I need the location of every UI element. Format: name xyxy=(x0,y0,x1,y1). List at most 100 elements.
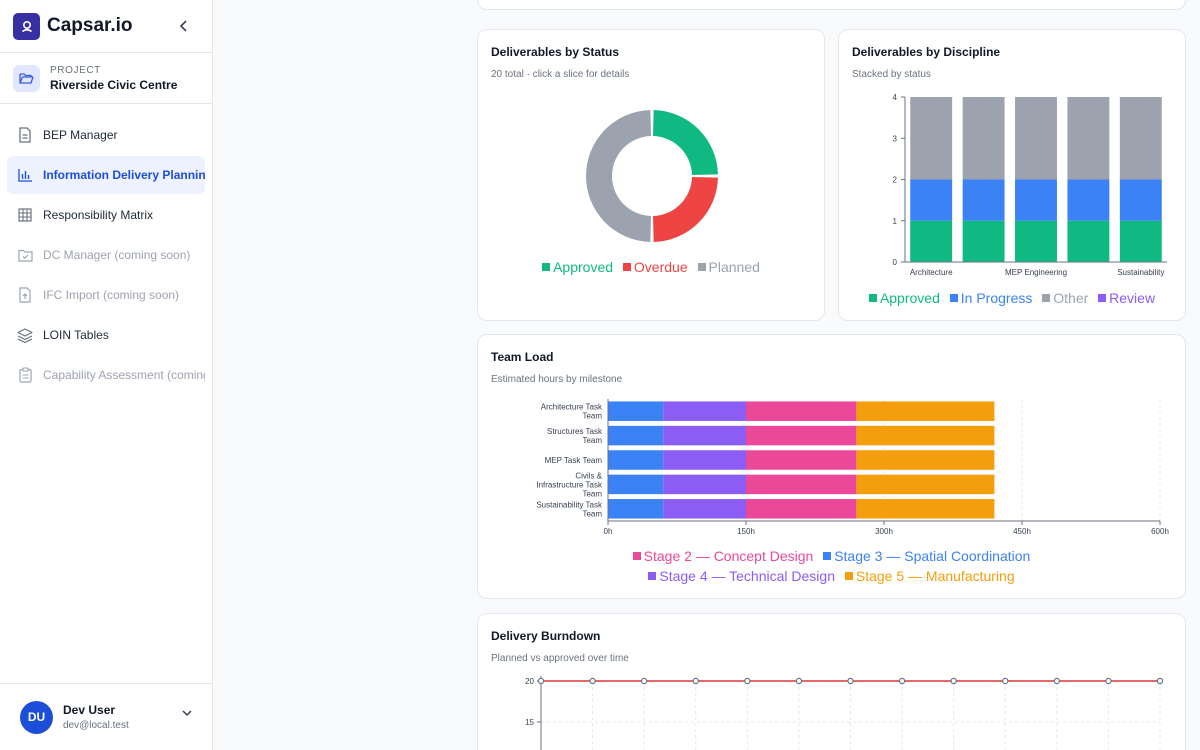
x-tick-label: MEP Engineering xyxy=(1005,268,1067,277)
legend-swatch xyxy=(622,263,631,272)
data-point[interactable] xyxy=(1105,677,1112,685)
bar-segment-other[interactable] xyxy=(1067,97,1110,180)
legend-item-overdue[interactable]: Overdue xyxy=(622,257,688,277)
sidebar-item-label: Capability Assessment (coming soon) xyxy=(43,368,205,382)
donut-slice-overdue[interactable] xyxy=(652,176,718,242)
bar-segment[interactable] xyxy=(746,425,857,446)
bar-segment[interactable] xyxy=(663,450,746,470)
sidebar-item-ifc-import: IFC Import (coming soon) xyxy=(7,276,205,314)
legend-swatch xyxy=(844,572,853,581)
app-name: Capsar.io xyxy=(47,15,133,36)
data-point[interactable] xyxy=(537,677,545,685)
bar-segment[interactable] xyxy=(856,474,995,495)
donut-slice-planned[interactable] xyxy=(586,110,652,242)
team-load-card: Team Load Estimated hours by milestone 0… xyxy=(477,334,1186,599)
bar-segment[interactable] xyxy=(663,425,746,446)
x-tick-label: 450h xyxy=(1013,527,1031,536)
legend-label: Approved xyxy=(553,259,614,275)
legend-label: Stage 3 — Spatial Coordination xyxy=(834,548,1031,564)
data-point[interactable] xyxy=(692,677,699,685)
data-point[interactable] xyxy=(795,677,803,685)
legend-swatch xyxy=(632,552,641,561)
bar-segment[interactable] xyxy=(608,474,664,495)
bar-segment[interactable] xyxy=(608,450,664,470)
chevron-left-icon xyxy=(179,20,187,32)
legend-item-stage-5[interactable]: Stage 5 — Manufacturing xyxy=(844,566,1015,586)
bar-segment[interactable] xyxy=(856,425,995,446)
bar-segment[interactable] xyxy=(608,499,664,519)
bar-segment[interactable] xyxy=(608,425,664,446)
legend-item-review[interactable]: Review xyxy=(1098,288,1155,308)
legend-swatch xyxy=(542,263,551,272)
bar-segment[interactable] xyxy=(608,401,664,421)
bar-segment[interactable] xyxy=(746,499,857,519)
sidebar-item-capability-assessment: Capability Assessment (coming soon) xyxy=(7,356,205,394)
user-menu[interactable]: DU Dev User dev@local.test xyxy=(0,683,212,750)
legend-item-approved[interactable]: Approved xyxy=(868,288,940,308)
sidebar-item-bep-manager[interactable]: BEP Manager xyxy=(7,116,205,154)
sidebar-item-information-delivery-planning[interactable]: Information Delivery Planning xyxy=(7,156,205,194)
bar-segment-in-progress[interactable] xyxy=(1067,179,1110,221)
bar-segment-in-progress[interactable] xyxy=(910,179,953,221)
bar-segment-other[interactable] xyxy=(1119,97,1162,180)
legend-label: Stage 2 — Concept Design xyxy=(643,548,814,564)
data-point[interactable] xyxy=(847,677,854,685)
legend-item-stage-3[interactable]: Stage 3 — Spatial Coordination xyxy=(823,546,1030,566)
data-point[interactable] xyxy=(744,677,751,685)
bar-segment[interactable] xyxy=(663,401,746,421)
discipline-stacked-bar-chart[interactable]: 0 1 2 3 4 Architecture MEP Engineering Sustaina… xyxy=(839,30,1185,320)
legend-item-planned[interactable]: Planned xyxy=(697,257,760,277)
bar-segment-other[interactable] xyxy=(910,97,953,180)
data-point[interactable] xyxy=(589,677,596,685)
legend-swatch xyxy=(648,572,657,581)
sidebar-item-responsibility-matrix[interactable]: Responsibility Matrix xyxy=(7,196,205,234)
bar-segment[interactable] xyxy=(746,450,857,470)
legend-item-stage-4[interactable]: Stage 4 — Technical Design xyxy=(648,566,835,586)
data-point[interactable] xyxy=(898,677,906,685)
status-donut-chart[interactable] xyxy=(478,30,824,320)
data-point[interactable] xyxy=(1053,677,1061,685)
bar-segment-in-progress[interactable] xyxy=(962,179,1005,221)
card-subtitle: 20 total · click a slice for details xyxy=(491,69,630,80)
legend-item-other[interactable]: Other xyxy=(1042,288,1088,308)
x-tick-label: 0h xyxy=(604,527,613,536)
legend-item-stage-2[interactable]: Stage 2 — Concept Design xyxy=(632,546,814,566)
data-point[interactable] xyxy=(640,677,648,685)
user-email: dev@local.test xyxy=(63,720,129,731)
bar-segment[interactable] xyxy=(856,401,995,421)
y-tick-label: 15 xyxy=(525,718,534,727)
bar-segment[interactable] xyxy=(856,450,995,470)
project-selector[interactable]: PROJECT Riverside Civic Centre xyxy=(0,53,212,104)
sidebar-item-loin-tables[interactable]: LOIN Tables xyxy=(7,316,205,354)
legend-item-approved[interactable]: Approved xyxy=(542,257,613,277)
bar-segment[interactable] xyxy=(663,499,746,519)
team-load-bar-chart[interactable]: 0h 150h 300h 450h 600h Architecture Task Team S… xyxy=(478,335,1185,598)
donut-slice-approved[interactable] xyxy=(652,110,718,176)
card-subtitle: Estimated hours by milestone xyxy=(491,374,623,385)
legend-item-in-progress[interactable]: In Progress xyxy=(949,288,1032,308)
project-name: Riverside Civic Centre xyxy=(50,77,178,92)
bar-segment[interactable] xyxy=(746,401,857,421)
data-point[interactable] xyxy=(950,677,957,685)
legend-swatch xyxy=(697,263,706,272)
bar-segment-approved[interactable] xyxy=(1015,220,1057,262)
x-tick-label: Architecture xyxy=(910,268,953,277)
data-point[interactable] xyxy=(1002,677,1009,685)
bar-segment-other[interactable] xyxy=(962,97,1005,180)
data-point[interactable] xyxy=(1156,677,1164,685)
bar-segment-other[interactable] xyxy=(1015,97,1057,180)
bar-segment-approved[interactable] xyxy=(1067,220,1110,262)
bar-segment-approved[interactable] xyxy=(910,220,953,262)
bar-segment-approved[interactable] xyxy=(962,220,1005,262)
legend-label: Planned xyxy=(708,259,760,275)
bar-segment-in-progress[interactable] xyxy=(1015,179,1057,221)
bar-segment[interactable] xyxy=(663,474,746,495)
collapse-sidebar-button[interactable] xyxy=(176,17,192,35)
y-tick-label: Structures Task Team xyxy=(547,427,603,445)
bar-segment-in-progress[interactable] xyxy=(1119,179,1162,221)
bar-segment[interactable] xyxy=(856,499,995,519)
bar-segment[interactable] xyxy=(746,474,857,495)
card-title: Deliverables by Status xyxy=(491,45,620,59)
bar-segment-approved[interactable] xyxy=(1119,220,1162,262)
